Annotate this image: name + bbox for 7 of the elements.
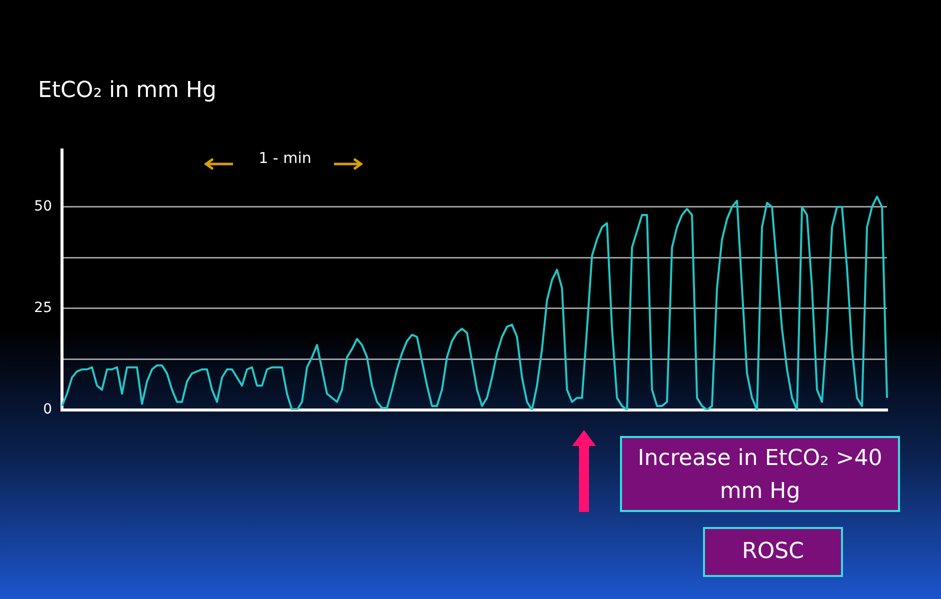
y-tick-label: 50 [34, 198, 52, 215]
text: ROSC [703, 527, 843, 577]
y-tick-label: 25 [34, 300, 52, 316]
text: Increase in EtCO₂ >40 mm Hg [620, 436, 900, 512]
annotation: 1 - min [258, 149, 312, 167]
y-axis-title: EtCO₂ in mm Hg [38, 78, 216, 103]
y-tick-label: 0 [43, 402, 52, 418]
